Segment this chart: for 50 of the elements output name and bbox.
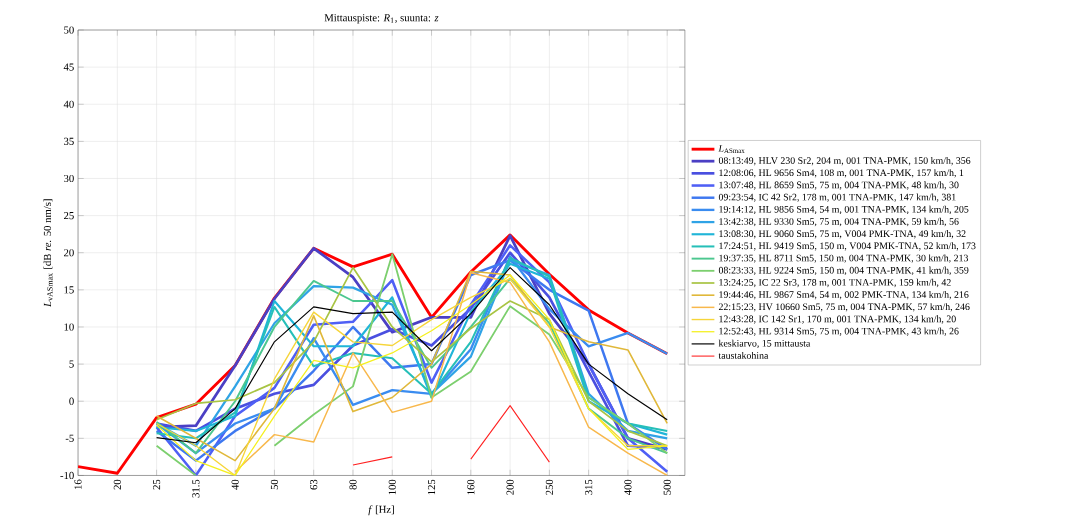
x-axis-title: f [Hz] bbox=[368, 505, 394, 516]
legend-label: 12:52:43, HL 9314 Sm5, 75 m, 004 TNA-PMK, 43 km/h, 26 bbox=[719, 327, 959, 336]
legend-label: 19:37:35, HL 8711 Sm5, 150 m, 004 TNA-PMK, 30 km/h, 213 bbox=[719, 254, 969, 263]
x-tick-label: 315 bbox=[585, 479, 593, 495]
legend-label: 22:15:23, HV 10660 Sm5, 75 m, 004 TNA-PMK, 57 km/h, 246 bbox=[718, 303, 970, 312]
legend-label: 08:23:33, HL 9224 Sm5, 150 m, 004 TNA-PMK, 41 km/h, 359 bbox=[718, 266, 969, 275]
legend-label: 13:07:48, HL 8659 Sm5, 75 m, 004 TNA-PMK, 48 km/h, 30 bbox=[719, 181, 959, 190]
x-tick-label: 50 bbox=[270, 479, 279, 490]
x-tick-label: 31.5 bbox=[192, 479, 200, 498]
x-tick-label: 160 bbox=[467, 479, 475, 495]
legend-label: 13:42:38, HL 9330 Sm5, 75 m, 004 TNA-PMK, 59 km/h, 56 bbox=[719, 217, 959, 227]
y-tick-label: 0 bbox=[69, 397, 74, 405]
legend-label: 17:24:51, HL 9419 Sm5, 150 m, V004 PMK-TNA, 52 km/h, 173 bbox=[719, 242, 976, 251]
y-tick-label: -5 bbox=[65, 434, 74, 442]
y-tick-label: 10 bbox=[64, 323, 74, 331]
y-tick-label: 50 bbox=[64, 26, 74, 34]
y-tick-label: 30 bbox=[64, 174, 74, 183]
legend-label: 08:13:49, HLV 230 Sr2, 204 m, 001 TNA-PMK, 150 km/h, 356 bbox=[718, 156, 971, 166]
legend-label: 13:24:25, IC 22 Sr3, 178 m, 001 TNA-PMK, 159 km/h, 42 bbox=[719, 278, 951, 288]
y-axis-title: L$_{vASmax}$ [dB re. 50 nm/s] bbox=[43, 199, 53, 307]
x-tick-label: 400 bbox=[624, 479, 632, 496]
y-tick-label: 35 bbox=[64, 137, 74, 145]
legend-label: L$_{ASmax}$ bbox=[718, 145, 745, 153]
x-tick-label: 250 bbox=[545, 479, 553, 495]
legend-label: 12:43:28, IC 142 Sr1, 170 m, 001 TNA-PMK, 134 km/h, 20 bbox=[719, 315, 956, 324]
x-tick-label: 500 bbox=[663, 479, 671, 495]
x-tick-label: 125 bbox=[427, 479, 436, 495]
x-tick-label: 25 bbox=[153, 479, 161, 490]
chart-title: Mittauspiste: R$_{1}$, suunta: z bbox=[324, 14, 439, 24]
legend-label: keskiarvo, 15 mittausta bbox=[718, 339, 811, 348]
x-tick-label: 200 bbox=[506, 479, 514, 495]
legend-label: taustakohina bbox=[718, 351, 769, 359]
y-tick-label: 25 bbox=[64, 211, 74, 220]
y-tick-label: 40 bbox=[63, 100, 74, 108]
y-tick-label: 5 bbox=[69, 360, 74, 368]
x-tick-label: 80 bbox=[349, 479, 357, 490]
legend-label: 19:44:46, HL 9867 Sm4, 54 m, 002 PMK-TNA, 134 km/h, 216 bbox=[719, 290, 969, 300]
y-tick-label: 45 bbox=[63, 63, 74, 71]
x-tick-label: 16 bbox=[74, 479, 82, 489]
y-tick-label: 15 bbox=[64, 286, 74, 294]
legend-label: 13:08:30, HL 9060 Sm5, 75 m, V004 PMK-TNA, 49 km/h, 32 bbox=[719, 229, 966, 239]
x-tick-label: 63 bbox=[310, 479, 318, 490]
legend-label: 19:14:12, HL 9856 Sm4, 54 m, 001 TNA-PMK, 134 km/h, 205 bbox=[719, 205, 969, 214]
x-tick-label: 20 bbox=[113, 479, 121, 490]
y-tick-label: -10 bbox=[60, 471, 74, 479]
legend-label: 12:08:06, HL 9656 Sm4, 108 m, 001 TNA-PMK, 157 km/h, 1 bbox=[719, 169, 964, 178]
legend-label: 09:23:54, IC 42 Sr2, 178 m, 001 TNA-PMK, 147 km/h, 381 bbox=[718, 193, 956, 202]
x-tick-label: 100 bbox=[388, 479, 396, 495]
x-tick-label: 40 bbox=[231, 479, 239, 490]
y-tick-label: 20 bbox=[64, 249, 74, 257]
